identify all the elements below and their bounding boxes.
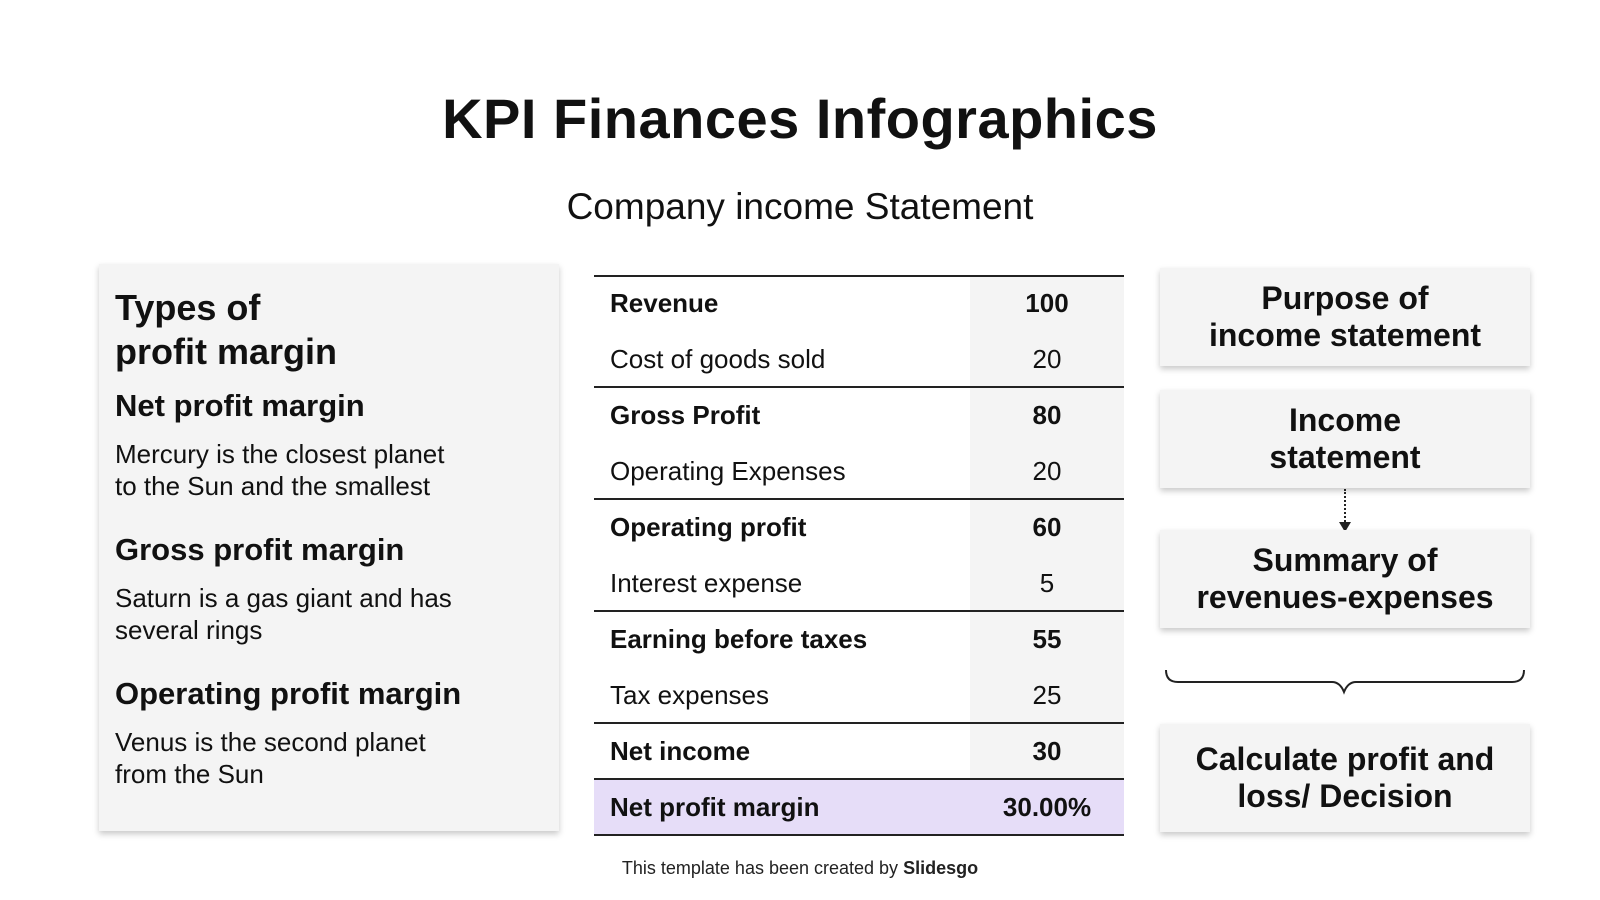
row-value: 20	[970, 331, 1124, 387]
row-label: Net income	[610, 735, 751, 766]
box-line: Income	[1288, 402, 1402, 438]
row-value: 30	[970, 723, 1124, 779]
table-row: Cost of goods sold 20	[594, 331, 1124, 387]
row-label: Interest expense	[610, 567, 803, 598]
row-label: Operating profit	[610, 511, 807, 542]
row-label: Cost of goods sold	[610, 343, 826, 374]
card-heading: Types of profit margin	[115, 286, 337, 374]
table-row: Revenue 100	[594, 275, 1124, 331]
card-heading-line1: Types of	[115, 287, 261, 328]
row-value: 20	[970, 443, 1124, 499]
gross-profit-margin-title: Gross profit margin	[115, 532, 405, 567]
row-value: 80	[970, 387, 1124, 443]
box-line: revenues-expenses	[1196, 579, 1494, 615]
table-row: Operating Expenses 20	[594, 443, 1124, 499]
row-label: Earning before taxes	[610, 623, 868, 654]
box-line: Summary of	[1252, 542, 1438, 578]
operating-profit-margin-desc: Venus is the second planet from the Sun	[115, 726, 535, 790]
row-label: Tax expenses	[610, 679, 769, 710]
table-row-highlight: Net profit margin 30.00%	[594, 779, 1124, 835]
table-row: Gross Profit 80	[594, 387, 1124, 443]
table-divider	[594, 275, 1124, 277]
net-profit-margin-desc: Mercury is the closest planet to the Sun…	[115, 438, 535, 502]
desc-line: Venus is the second planet	[115, 727, 426, 757]
slide-subtitle: Company income Statement	[566, 186, 1034, 227]
footer-credit: This template has been created by Slides…	[0, 858, 1600, 879]
card-heading-line2: profit margin	[115, 331, 337, 372]
table-divider	[594, 498, 1124, 500]
arrow-down-icon	[1339, 522, 1351, 532]
row-label: Operating Expenses	[610, 455, 846, 486]
row-label: Revenue	[610, 287, 719, 318]
box-line: income statement	[1208, 317, 1482, 353]
income-statement-table: Revenue 100 Cost of goods sold 20 Gross …	[594, 275, 1124, 835]
row-value: 5	[970, 555, 1124, 611]
calculate-profit-box: Calculate profit and loss/ Decision	[1160, 724, 1530, 832]
row-value: 100	[970, 275, 1124, 331]
row-label: Net profit margin	[610, 791, 820, 822]
table-divider	[594, 834, 1124, 836]
table-row: Interest expense 5	[594, 555, 1124, 611]
table-divider	[594, 386, 1124, 388]
footer-brand-link[interactable]: Slidesgo	[903, 858, 979, 878]
box-line: Calculate profit and	[1195, 741, 1495, 777]
table-row: Operating profit 60	[594, 499, 1124, 555]
gross-profit-margin-desc: Saturn is a gas giant and has several ri…	[115, 582, 535, 646]
row-value: 25	[970, 667, 1124, 723]
desc-line: Mercury is the closest planet	[115, 439, 445, 469]
desc-line: to the Sun and the smallest	[115, 471, 431, 501]
table-divider	[594, 722, 1124, 724]
income-statement-box: Income statement	[1160, 390, 1530, 488]
row-value: 60	[970, 499, 1124, 555]
row-value: 55	[970, 611, 1124, 667]
profit-margin-types-card: Types of profit margin Net profit margin…	[99, 264, 559, 831]
box-line: statement	[1269, 439, 1421, 475]
table-row: Earning before taxes 55	[594, 611, 1124, 667]
operating-profit-margin-title: Operating profit margin	[115, 676, 462, 711]
net-profit-margin-title: Net profit margin	[115, 388, 365, 423]
desc-line: several rings	[115, 615, 263, 645]
footer-prefix: This template has been created by	[621, 858, 899, 878]
row-value: 30.00%	[1002, 791, 1092, 822]
row-label: Gross Profit	[610, 399, 761, 430]
box-line: loss/ Decision	[1237, 778, 1453, 814]
connector-dotted-line	[1344, 489, 1346, 525]
desc-line: Saturn is a gas giant and has	[115, 583, 452, 613]
table-divider	[594, 778, 1124, 780]
table-row: Net income 30	[594, 723, 1124, 779]
purpose-box: Purpose of income statement	[1160, 268, 1530, 366]
box-line: Purpose of	[1261, 280, 1429, 316]
table-row: Tax expenses 25	[594, 667, 1124, 723]
slide-title: KPI Finances Infographics	[442, 87, 1158, 150]
table-divider	[594, 610, 1124, 612]
summary-box: Summary of revenues-expenses	[1160, 530, 1530, 628]
curly-brace-icon	[1165, 669, 1525, 695]
desc-line: from the Sun	[115, 759, 264, 789]
